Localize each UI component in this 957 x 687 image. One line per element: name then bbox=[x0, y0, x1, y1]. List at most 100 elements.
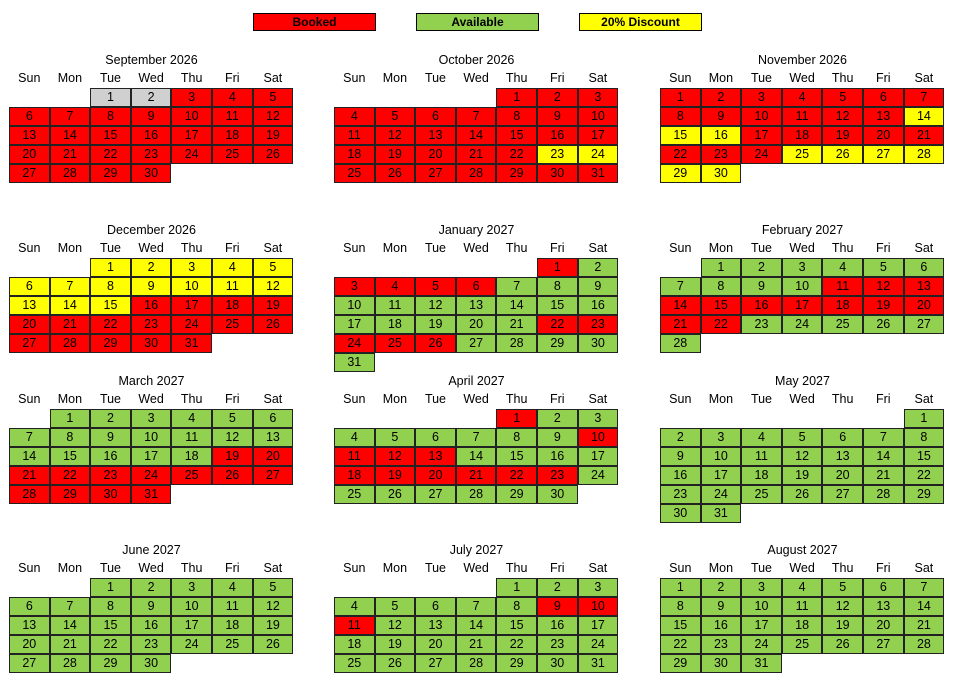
day-cell-booked[interactable]: 6 bbox=[9, 107, 50, 126]
day-cell-available[interactable]: 15 bbox=[660, 616, 701, 635]
day-cell-discount[interactable]: 25 bbox=[781, 145, 823, 164]
day-cell-booked[interactable]: 3 bbox=[171, 88, 212, 107]
day-cell-available[interactable]: 16 bbox=[700, 616, 742, 635]
day-cell-available[interactable]: 10 bbox=[171, 597, 212, 616]
day-cell-booked[interactable]: 27 bbox=[9, 334, 50, 353]
day-cell-available[interactable]: 26 bbox=[252, 635, 294, 654]
day-cell-available[interactable]: 19 bbox=[781, 466, 823, 485]
day-cell-available[interactable]: 3 bbox=[171, 578, 212, 597]
day-cell-available[interactable]: 29 bbox=[90, 654, 131, 673]
day-cell-available[interactable]: 6 bbox=[415, 428, 456, 447]
day-cell-booked[interactable]: 13 bbox=[903, 277, 945, 296]
day-cell-available[interactable]: 20 bbox=[455, 315, 497, 334]
day-cell-available[interactable]: 21 bbox=[863, 466, 904, 485]
day-cell-booked[interactable]: 25 bbox=[171, 466, 212, 485]
day-cell-booked[interactable]: 29 bbox=[496, 164, 537, 183]
day-cell-discount[interactable]: 3 bbox=[171, 258, 212, 277]
day-cell-booked[interactable]: 21 bbox=[660, 315, 701, 334]
day-cell-available[interactable]: 8 bbox=[660, 597, 701, 616]
day-cell-booked[interactable]: 14 bbox=[49, 126, 91, 145]
day-cell-available[interactable]: 20 bbox=[9, 635, 50, 654]
day-cell-booked[interactable]: 18 bbox=[212, 296, 253, 315]
day-cell-booked[interactable]: 12 bbox=[822, 107, 863, 126]
day-cell-discount[interactable]: 30 bbox=[700, 164, 742, 183]
day-cell-booked[interactable]: 7 bbox=[903, 88, 945, 107]
day-cell-booked[interactable]: 19 bbox=[374, 466, 416, 485]
day-cell-booked[interactable]: 31 bbox=[577, 164, 619, 183]
day-cell-available[interactable]: 26 bbox=[374, 654, 416, 673]
day-cell-available[interactable]: 31 bbox=[577, 654, 619, 673]
day-cell-booked[interactable]: 25 bbox=[334, 164, 375, 183]
day-cell-booked[interactable]: 5 bbox=[252, 88, 294, 107]
day-cell-available[interactable]: 8 bbox=[537, 277, 578, 296]
day-cell-available[interactable]: 2 bbox=[577, 258, 619, 277]
day-cell-booked[interactable]: 10 bbox=[577, 107, 619, 126]
day-cell-available[interactable]: 1 bbox=[496, 578, 537, 597]
day-cell-booked[interactable]: 21 bbox=[455, 145, 497, 164]
day-cell-booked[interactable]: 24 bbox=[130, 466, 172, 485]
day-cell-available[interactable]: 31 bbox=[741, 654, 782, 673]
day-cell-booked[interactable]: 20 bbox=[252, 447, 294, 466]
day-cell-available[interactable]: 18 bbox=[212, 616, 253, 635]
day-cell-booked[interactable]: 30 bbox=[90, 485, 131, 504]
day-cell-booked[interactable]: 18 bbox=[334, 466, 375, 485]
day-cell-booked[interactable]: 11 bbox=[334, 447, 375, 466]
day-cell-booked[interactable]: 26 bbox=[252, 315, 294, 334]
day-cell-available[interactable]: 27 bbox=[822, 485, 863, 504]
day-cell-available[interactable]: 15 bbox=[90, 616, 131, 635]
day-cell-booked[interactable]: 12 bbox=[374, 126, 416, 145]
day-cell-discount[interactable]: 15 bbox=[90, 296, 131, 315]
day-cell-booked[interactable]: 1 bbox=[496, 88, 537, 107]
day-cell-available[interactable]: 11 bbox=[171, 428, 212, 447]
day-cell-available[interactable]: 4 bbox=[212, 578, 253, 597]
day-cell-booked[interactable]: 30 bbox=[130, 334, 172, 353]
day-cell-booked[interactable]: 9 bbox=[537, 107, 578, 126]
day-cell-booked[interactable]: 20 bbox=[9, 145, 50, 164]
day-cell-available[interactable]: 7 bbox=[455, 597, 497, 616]
day-cell-booked[interactable]: 18 bbox=[822, 296, 863, 315]
day-cell-available[interactable]: 17 bbox=[130, 447, 172, 466]
day-cell-available[interactable]: 27 bbox=[9, 654, 50, 673]
day-cell-available[interactable]: 26 bbox=[374, 485, 416, 504]
day-cell-booked[interactable]: 14 bbox=[660, 296, 701, 315]
day-cell-available[interactable]: 23 bbox=[130, 635, 172, 654]
day-cell-booked[interactable]: 21 bbox=[49, 145, 91, 164]
day-cell-available[interactable]: 25 bbox=[781, 635, 823, 654]
day-cell-available[interactable]: 14 bbox=[9, 447, 50, 466]
day-cell-available[interactable]: 12 bbox=[781, 447, 823, 466]
day-cell-available[interactable]: 30 bbox=[537, 654, 578, 673]
day-cell-booked[interactable]: 28 bbox=[49, 334, 91, 353]
day-cell-available[interactable]: 29 bbox=[496, 485, 537, 504]
day-cell-booked[interactable]: 24 bbox=[171, 145, 212, 164]
day-cell-booked[interactable]: 17 bbox=[171, 296, 212, 315]
day-cell-booked[interactable]: 7 bbox=[49, 107, 91, 126]
day-cell-discount[interactable]: 14 bbox=[49, 296, 91, 315]
day-cell-available[interactable]: 27 bbox=[455, 334, 497, 353]
day-cell-discount[interactable]: 9 bbox=[130, 277, 172, 296]
day-cell-booked[interactable]: 27 bbox=[9, 164, 50, 183]
day-cell-available[interactable]: 13 bbox=[455, 296, 497, 315]
day-cell-booked[interactable]: 20 bbox=[9, 315, 50, 334]
day-cell-booked[interactable]: 18 bbox=[212, 126, 253, 145]
day-cell-booked[interactable]: 24 bbox=[171, 315, 212, 334]
day-cell-available[interactable]: 26 bbox=[863, 315, 904, 334]
day-cell-available[interactable]: 18 bbox=[334, 635, 375, 654]
day-cell-available[interactable]: 21 bbox=[903, 616, 945, 635]
day-cell-booked[interactable]: 8 bbox=[90, 107, 131, 126]
day-cell-available[interactable]: 4 bbox=[334, 428, 375, 447]
day-cell-available[interactable]: 11 bbox=[781, 597, 823, 616]
day-cell-available[interactable]: 1 bbox=[90, 578, 131, 597]
day-cell-booked[interactable]: 11 bbox=[822, 277, 863, 296]
day-cell-available[interactable]: 19 bbox=[252, 616, 294, 635]
day-cell-booked[interactable]: 16 bbox=[130, 126, 172, 145]
day-cell-discount[interactable]: 11 bbox=[212, 277, 253, 296]
day-cell-available[interactable]: 9 bbox=[700, 597, 742, 616]
day-cell-available[interactable]: 5 bbox=[781, 428, 823, 447]
day-cell-available[interactable]: 18 bbox=[781, 616, 823, 635]
day-cell-booked[interactable]: 16 bbox=[130, 296, 172, 315]
day-cell-available[interactable]: 3 bbox=[741, 578, 782, 597]
day-cell-available[interactable]: 28 bbox=[496, 334, 537, 353]
day-cell-available[interactable]: 1 bbox=[49, 409, 91, 428]
day-cell-discount[interactable]: 28 bbox=[903, 145, 945, 164]
day-cell-available[interactable]: 15 bbox=[49, 447, 91, 466]
